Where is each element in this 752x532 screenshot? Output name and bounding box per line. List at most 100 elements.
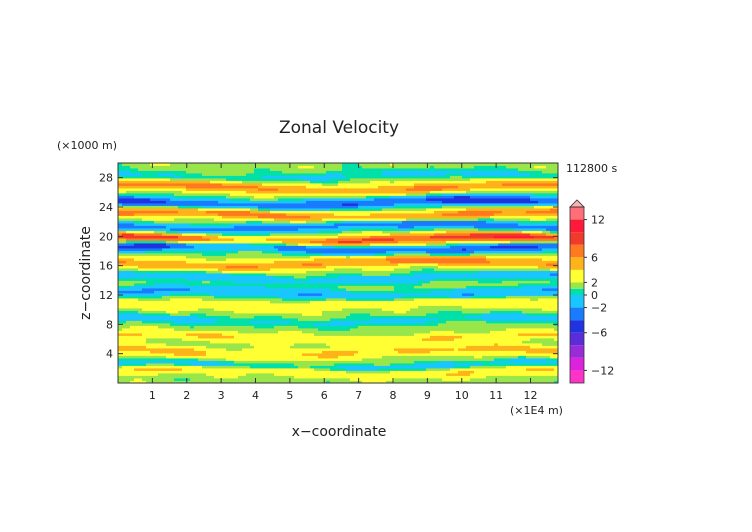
field-cell [518, 315, 523, 319]
field-cell [506, 288, 511, 291]
field-cell [386, 375, 391, 379]
field-cell [374, 280, 379, 284]
field-cell [206, 273, 211, 276]
field-cell [506, 350, 511, 354]
field-cell [458, 323, 463, 326]
field-cell [170, 370, 175, 374]
field-cell [498, 275, 503, 279]
field-cell [342, 315, 347, 319]
field-cell [526, 275, 531, 279]
field-cell [386, 305, 391, 309]
field-cell [358, 273, 363, 276]
field-cell [470, 373, 475, 376]
field-cell [330, 363, 335, 366]
field-cell [378, 338, 383, 341]
field-cell [466, 323, 471, 326]
field-cell [282, 363, 287, 366]
field-cell [242, 315, 247, 319]
field-cell [366, 335, 371, 339]
field-cell [334, 378, 339, 381]
field-cell [226, 335, 231, 339]
field-cell [486, 380, 491, 384]
field-cell [138, 298, 143, 301]
field-cell [186, 280, 191, 284]
field-cell [250, 278, 255, 281]
field-cell [394, 298, 399, 301]
field-cell [130, 368, 135, 371]
field-cell [242, 308, 247, 311]
field-cell [438, 378, 443, 381]
field-cell [298, 340, 303, 344]
field-cell [254, 290, 259, 294]
field-cell [238, 355, 243, 359]
field-cell [378, 373, 383, 376]
field-cell [394, 305, 399, 309]
field-cell [518, 343, 523, 346]
field-cell [230, 310, 235, 314]
field-cell [322, 298, 327, 301]
field-cell [474, 380, 479, 384]
field-cell [294, 298, 299, 301]
field-cell [498, 270, 503, 274]
field-cell [554, 270, 559, 274]
field-cell [194, 315, 199, 319]
field-cell [306, 380, 311, 384]
field-cell [450, 348, 455, 351]
field-cell [214, 275, 219, 279]
field-cell [494, 343, 499, 346]
field-cell [366, 378, 371, 381]
field-cell [450, 378, 455, 381]
field-cell [162, 328, 167, 331]
field-cell [526, 310, 531, 314]
field-cell [274, 358, 279, 361]
field-cell [258, 310, 263, 314]
field-cell [426, 340, 431, 344]
field-cell [334, 380, 339, 384]
field-cell [434, 300, 439, 304]
field-cell [238, 300, 243, 304]
field-cell [550, 275, 555, 279]
field-cell [226, 270, 231, 274]
field-cell [354, 378, 359, 381]
field-cell [434, 315, 439, 319]
field-cell [126, 308, 131, 311]
field-cell [358, 378, 363, 381]
field-cell [182, 268, 187, 271]
field-cell [258, 308, 263, 311]
field-cell [322, 348, 327, 351]
field-cell [178, 343, 183, 346]
field-cell [318, 285, 323, 289]
field-cell [470, 375, 475, 379]
field-cell [394, 373, 399, 376]
field-cell [510, 355, 515, 359]
field-cell [206, 373, 211, 376]
field-cell [346, 283, 351, 286]
field-cell [354, 293, 359, 296]
field-cell [262, 300, 267, 304]
field-cell [398, 350, 403, 354]
field-cell [170, 295, 175, 299]
field-cell [122, 283, 127, 286]
field-cell [194, 318, 199, 321]
field-cell [146, 280, 151, 284]
field-cell [386, 273, 391, 276]
field-cell [238, 330, 243, 334]
field-cell [494, 300, 499, 304]
field-cell [130, 308, 135, 311]
field-cell [410, 340, 415, 344]
field-cell [534, 375, 539, 379]
field-cell [294, 378, 299, 381]
field-cell [326, 318, 331, 321]
field-cell [198, 273, 203, 276]
field-cell [386, 320, 391, 324]
field-cell [270, 328, 275, 331]
field-cell [306, 358, 311, 361]
field-cell [406, 350, 411, 354]
field-cell [418, 303, 423, 306]
field-cell [334, 285, 339, 289]
field-cell [258, 288, 263, 291]
field-cell [218, 273, 223, 276]
field-cell [370, 363, 375, 366]
field-cell [354, 278, 359, 281]
field-cell [398, 335, 403, 339]
